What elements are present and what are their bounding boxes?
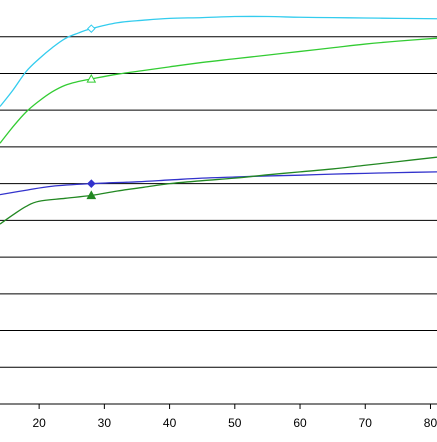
series-marker-1 — [87, 24, 96, 33]
x-tick-label-70: 70 — [359, 416, 373, 430]
x-tick-label-60: 60 — [293, 416, 307, 430]
series-line-2 — [0, 37, 437, 144]
x-tick-label-80: 80 — [424, 416, 437, 430]
x-tick-label-20: 20 — [32, 416, 46, 430]
series-marker-3 — [87, 179, 96, 188]
x-axis-ticks: 20 30 40 50 60 70 80 — [32, 404, 437, 430]
series-line-4 — [0, 156, 437, 225]
series-lines — [0, 15, 437, 225]
series-line-3 — [0, 171, 437, 196]
series-marker-2 — [86, 73, 97, 83]
series-line-1 — [0, 15, 437, 107]
x-tick-label-40: 40 — [163, 416, 177, 430]
series-marker-4 — [86, 190, 97, 200]
gridlines — [0, 36, 437, 405]
x-tick-label-50: 50 — [228, 416, 242, 430]
x-tick-label-30: 30 — [98, 416, 112, 430]
series-markers — [86, 24, 97, 200]
